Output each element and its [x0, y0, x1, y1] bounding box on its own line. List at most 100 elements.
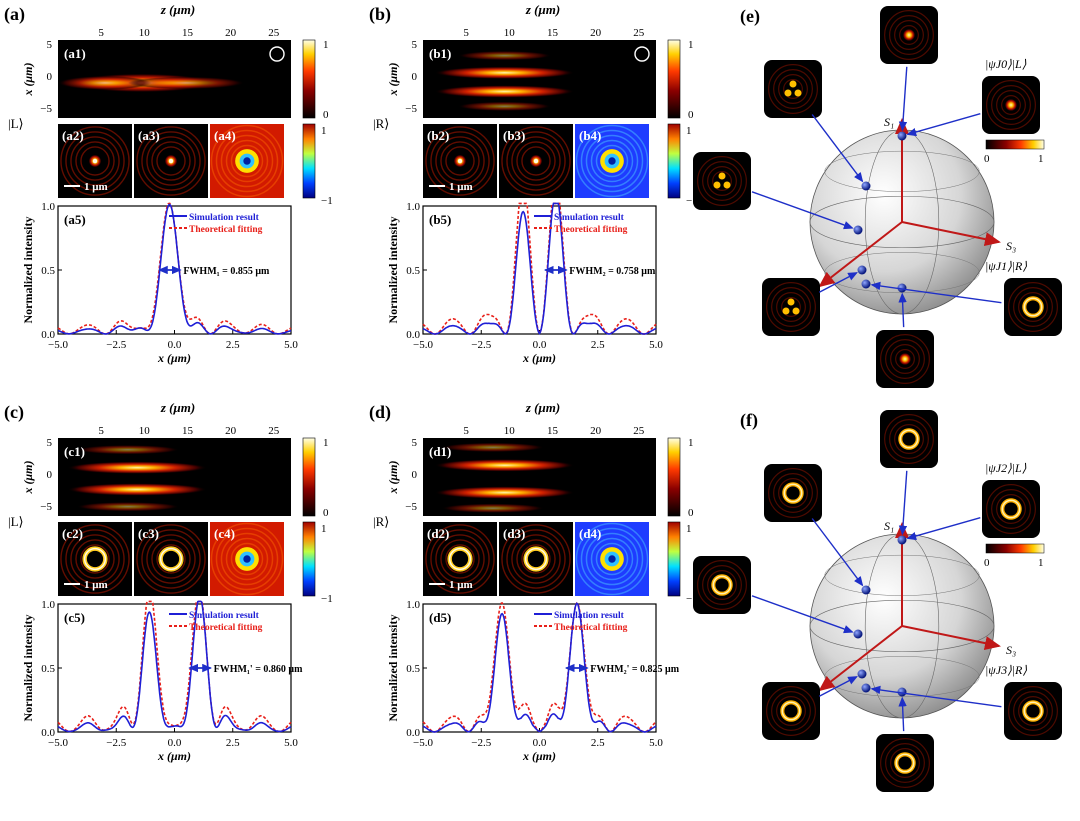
state-arrow — [818, 676, 858, 697]
tile-polarization — [575, 124, 649, 198]
fwhm-label: FWHM₂' = 0.825 μm — [590, 664, 679, 675]
fwhm-label: FWHM₁' = 0.860 μm — [214, 664, 303, 675]
intensity-plot: −5.0 −2.5 0.0 2.5 5.0 0.0 0.5 1.0 Simulation res… — [386, 599, 680, 763]
field-strip-d — [423, 438, 656, 516]
circular-polarization-icon — [269, 46, 285, 62]
state-arrow — [818, 272, 858, 293]
panel-letter: (e) — [740, 6, 760, 27]
state-arrow — [906, 113, 981, 137]
state-arrow — [751, 191, 854, 230]
polarization-state: |R⟩ — [373, 116, 389, 131]
cb-tick: 1 — [686, 125, 692, 137]
mode-tile — [880, 410, 938, 468]
subpanel-letter: (d2) — [427, 526, 449, 541]
y-tick-label: 0.5 — [41, 663, 55, 675]
y-tick-label: 0.0 — [41, 727, 55, 739]
z-tick-label: 10 — [139, 27, 151, 39]
tile-intensity-2 — [134, 522, 208, 596]
z-axis-label: z (μm) — [160, 2, 195, 17]
subpanel-letter: (b2) — [427, 128, 449, 143]
z-tick-label: 25 — [633, 27, 645, 39]
x-tick-label: 2.5 — [591, 339, 605, 351]
y-tick-label: 0.0 — [406, 329, 420, 341]
polarization-state: |R⟩ — [373, 514, 389, 529]
x-tick-label: −2.5 — [106, 737, 126, 749]
z-axis-label: z (μm) — [525, 2, 560, 17]
tile-intensity-2 — [499, 124, 573, 198]
scale-bar-label: 1 μm — [84, 579, 108, 591]
x-tick-label: −2.5 — [106, 339, 126, 351]
z-tick-label: 25 — [633, 425, 645, 437]
x-tick-label: −5.0 — [48, 339, 68, 351]
simulation-curve — [422, 202, 657, 335]
simulation-curve — [422, 602, 657, 733]
theory-curve — [422, 202, 657, 336]
subpanel-letter: (d1) — [429, 444, 451, 459]
x-axis-label: x (μm) — [21, 460, 35, 494]
x-tick-label: 0.0 — [533, 339, 547, 351]
s3-label: S₃ — [1006, 239, 1016, 253]
mode-tile — [764, 464, 822, 522]
s1-label: S₁ — [884, 519, 894, 533]
y-tick-label: 0.0 — [406, 727, 420, 739]
mode-tile — [982, 76, 1040, 134]
y-axis-label: Normalized intensity — [21, 615, 35, 722]
cb-tick: −1 — [321, 195, 333, 207]
x-axis-label: x (μm) — [21, 62, 35, 96]
z-tick-label: 25 — [268, 425, 280, 437]
tile-intensity-2 — [134, 124, 208, 198]
sphere-panel-e: (e)S₁S₃S₂|ψJ0⟩|L⟩|ψJ1⟩|R⟩01 — [693, 6, 1062, 388]
intensity-plot: −5.0 −2.5 0.0 2.5 5.0 0.0 0.5 1.0 Simulation res… — [386, 201, 663, 365]
colorbar-field — [667, 39, 681, 119]
y-tick-label: 0.0 — [41, 329, 55, 341]
subpanel-letter: (b4) — [579, 128, 601, 143]
x-tick-label: −2.5 — [471, 737, 491, 749]
x-tick-label: 5.0 — [284, 339, 298, 351]
state-point — [897, 131, 907, 141]
mode-tile — [762, 278, 820, 336]
z-tick-label: 15 — [547, 27, 559, 39]
polarization-state: |L⟩ — [8, 116, 24, 131]
state-label-bottom: |ψJ1⟩|R⟩ — [985, 259, 1027, 273]
z-tick-label: 5 — [463, 27, 469, 39]
y-tick-label: 1.0 — [41, 599, 55, 611]
state-point — [861, 279, 871, 289]
panel-letter: (a) — [4, 4, 25, 25]
cb-tick: 1 — [1038, 557, 1044, 569]
legend-theory: Theoretical fitting — [554, 623, 628, 633]
z-tick-label: 20 — [590, 425, 602, 437]
colorbar-polarization — [667, 123, 681, 199]
y-axis-label: Normalized intensity — [21, 217, 35, 324]
z-tick-label: 5 — [98, 425, 104, 437]
subpanel-letter: (c4) — [214, 526, 235, 541]
s1-label: S₁ — [884, 115, 894, 129]
legend-sim: Simulation result — [189, 213, 260, 223]
subpanel-letter: (a5) — [64, 212, 86, 227]
state-arrow — [870, 685, 1002, 708]
mode-tile — [762, 682, 820, 740]
cb-tick: 1 — [321, 125, 327, 137]
cb-tick: 0 — [323, 109, 329, 121]
x-tick-label: 5 — [412, 39, 418, 51]
subpanel-letter: (a1) — [64, 46, 86, 61]
x-tick-label: 5.0 — [649, 339, 663, 351]
x-tick-label: −5 — [405, 501, 417, 513]
state-label-top: |ψJ0⟩|L⟩ — [985, 57, 1027, 71]
subpanel-letter: (b1) — [429, 46, 451, 61]
subpanel-letter: (a2) — [62, 128, 84, 143]
legend-theory: Theoretical fitting — [189, 225, 263, 235]
cb-tick: 0 — [323, 507, 329, 519]
legend-theory: Theoretical fitting — [554, 225, 628, 235]
x-tick-label: −5.0 — [48, 737, 68, 749]
mode-tile — [693, 152, 751, 210]
simulation-curve — [57, 203, 292, 335]
y-tick-label: 1.0 — [41, 201, 55, 213]
s3-label: S₃ — [1006, 643, 1016, 657]
tile-polarization — [575, 522, 649, 596]
y-tick-label: 1.0 — [406, 201, 420, 213]
x-axis-label: x (μm) — [386, 460, 400, 494]
state-point — [853, 629, 863, 639]
mode-tile — [876, 330, 934, 388]
subpanel-letter: (a4) — [214, 128, 236, 143]
colorbar-polarization — [302, 123, 316, 199]
